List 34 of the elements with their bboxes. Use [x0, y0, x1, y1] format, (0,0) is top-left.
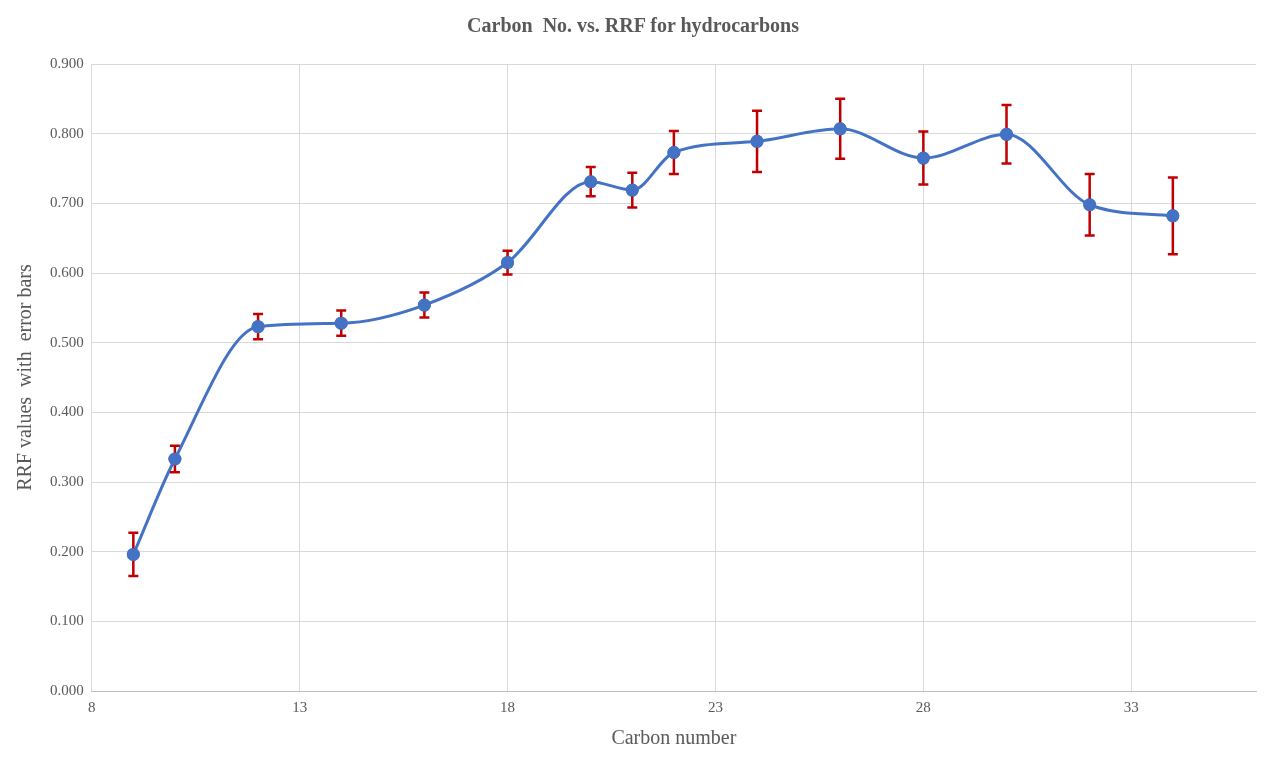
- point: [1083, 198, 1097, 212]
- y-tick-label: 0.300: [50, 472, 84, 489]
- x-tick-label: 18: [500, 698, 516, 715]
- point: [417, 298, 431, 312]
- x-axis-title: Carbon number: [611, 726, 737, 749]
- y-tick-label: 0.800: [50, 124, 84, 141]
- point: [833, 122, 847, 136]
- y-tick-label: 0.200: [50, 542, 84, 559]
- x-tick-label: 8: [88, 698, 96, 715]
- point: [916, 151, 930, 165]
- y-tick-label: 0.700: [50, 194, 84, 211]
- y-tick-label: 0.400: [50, 403, 84, 420]
- y-tick-label: 0.000: [50, 681, 84, 698]
- chart-title: Carbon No. vs. RRF for hydrocarbons: [467, 14, 800, 38]
- point: [501, 256, 515, 270]
- point: [750, 134, 764, 148]
- point: [1166, 209, 1180, 223]
- point: [251, 320, 265, 334]
- x-tick-label: 28: [915, 698, 931, 715]
- y-axis-title: RRF values with error bars: [13, 263, 36, 491]
- y-tick-label: 0.900: [50, 54, 84, 71]
- x-tick-label: 33: [1123, 698, 1139, 715]
- point: [334, 316, 348, 330]
- point: [667, 145, 681, 159]
- y-tick-label: 0.600: [50, 263, 84, 280]
- x-tick-label: 13: [292, 698, 308, 715]
- point: [584, 175, 598, 189]
- point: [168, 452, 182, 466]
- point: [1000, 127, 1014, 141]
- x-tick-label: 23: [707, 698, 723, 715]
- point: [126, 547, 140, 561]
- point: [625, 183, 639, 197]
- y-tick-label: 0.500: [50, 333, 84, 350]
- y-tick-label: 0.100: [50, 612, 84, 629]
